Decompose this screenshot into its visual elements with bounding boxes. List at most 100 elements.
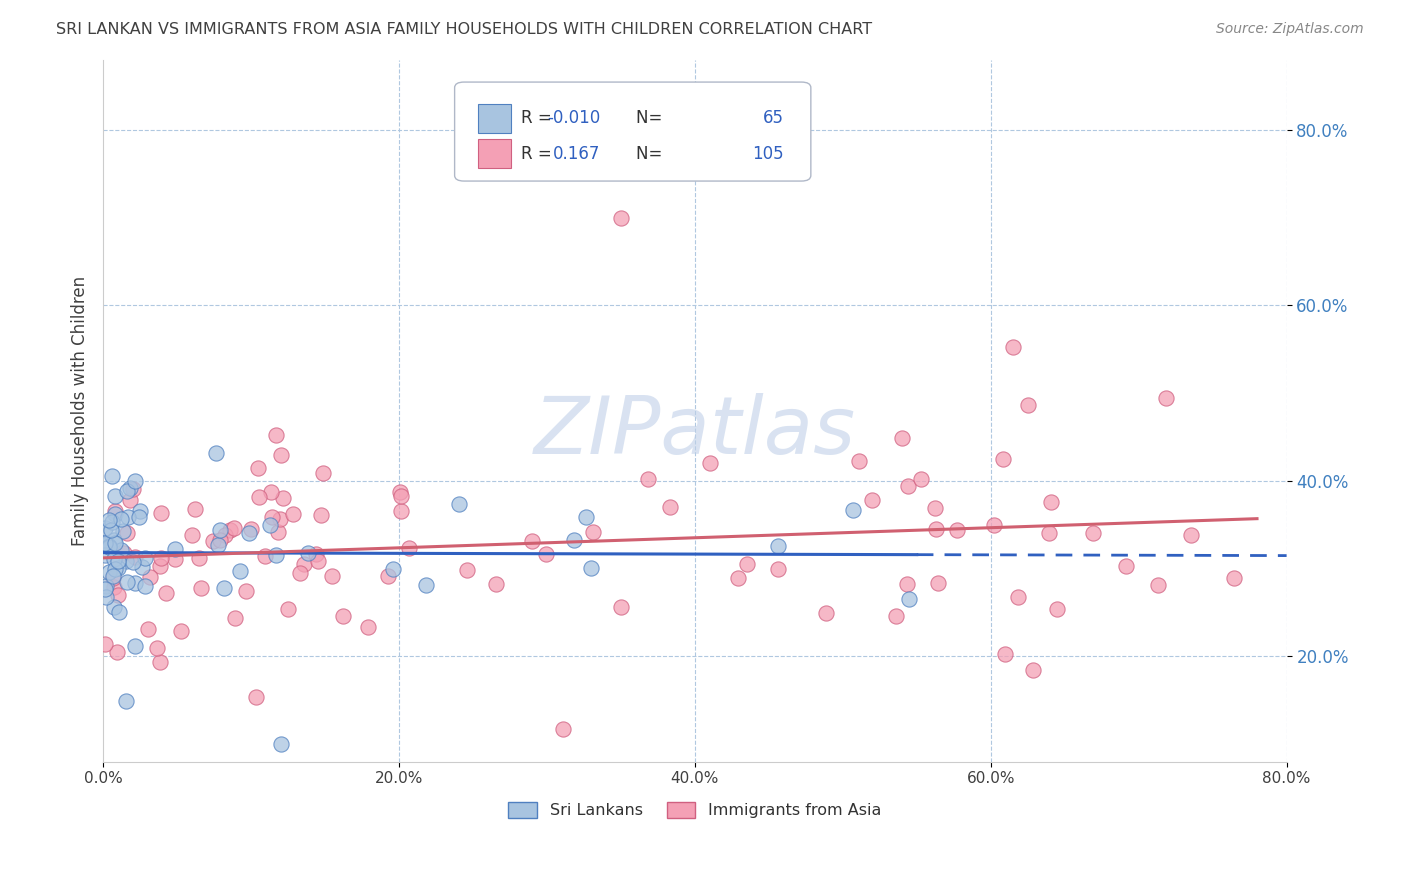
Point [184,502,207,516]
Point [1180,528,1202,542]
Point [107,554,129,568]
Point [309,508,332,522]
Point [994,647,1017,661]
Point [259,518,281,533]
Point [389,490,412,504]
Point [991,451,1014,466]
Point [288,566,311,581]
Point [149,559,172,574]
Point [898,592,921,607]
Point [1223,571,1246,585]
Point [610,211,633,225]
Point [214,527,236,541]
Point [101,571,124,585]
Point [165,542,187,557]
Point [815,606,838,620]
Point [264,548,287,562]
Point [111,524,134,538]
Point [93,537,115,551]
Point [658,500,681,515]
Point [910,472,932,486]
Point [727,571,749,585]
Point [103,580,125,594]
Point [107,561,129,575]
Point [146,640,169,655]
Text: 105: 105 [752,145,783,162]
Point [98,565,121,579]
Point [1045,602,1067,616]
Point [117,484,139,499]
Text: Source: ZipAtlas.com: Source: ZipAtlas.com [1216,22,1364,37]
Point [155,586,177,600]
Point [260,484,283,499]
Point [1022,663,1045,677]
Point [149,506,172,520]
Point [165,551,187,566]
Point [103,533,125,548]
Point [699,456,721,470]
Point [381,562,404,576]
FancyBboxPatch shape [478,103,512,133]
Point [124,640,146,654]
Point [447,497,470,511]
Text: 65: 65 [762,110,783,128]
Point [131,560,153,574]
Point [218,523,240,537]
Point [254,549,277,563]
Point [389,484,412,499]
Point [1115,558,1137,573]
Point [117,575,139,590]
Point [129,504,152,518]
Point [93,535,115,549]
Point [270,448,292,462]
Point [212,581,235,595]
Point [104,536,127,550]
Point [307,554,329,568]
Point [104,504,127,518]
Point [110,511,132,525]
Point [768,539,790,553]
Point [1017,398,1039,412]
Point [150,551,173,566]
Point [269,512,291,526]
Point [224,520,246,534]
Point [305,547,328,561]
Point [398,541,420,556]
Point [292,558,315,572]
Point [927,575,949,590]
Point [104,562,127,576]
Point [311,466,333,480]
Point [96,590,118,604]
Y-axis label: Family Households with Children: Family Households with Children [72,276,89,546]
Point [389,504,412,518]
Point [897,479,920,493]
Text: N=: N= [636,110,668,128]
Text: R =: R = [520,110,557,128]
Point [121,483,143,497]
Point [247,460,270,475]
Point [138,570,160,584]
Text: -0.010: -0.010 [547,110,600,128]
Point [983,517,1005,532]
Point [100,468,122,483]
Point [862,492,884,507]
Point [321,569,343,583]
Point [202,533,225,548]
Point [245,690,267,704]
Point [1038,526,1060,541]
Point [332,609,354,624]
Point [1007,590,1029,604]
FancyBboxPatch shape [454,82,811,181]
Point [98,514,121,528]
Point [107,588,129,602]
Point [610,600,633,615]
Point [120,481,142,495]
Point [118,493,141,508]
Text: 0.167: 0.167 [553,145,600,162]
Point [297,545,319,559]
Point [896,577,918,591]
Point [415,578,437,592]
Point [187,551,209,566]
Point [101,568,124,582]
Point [94,521,117,535]
